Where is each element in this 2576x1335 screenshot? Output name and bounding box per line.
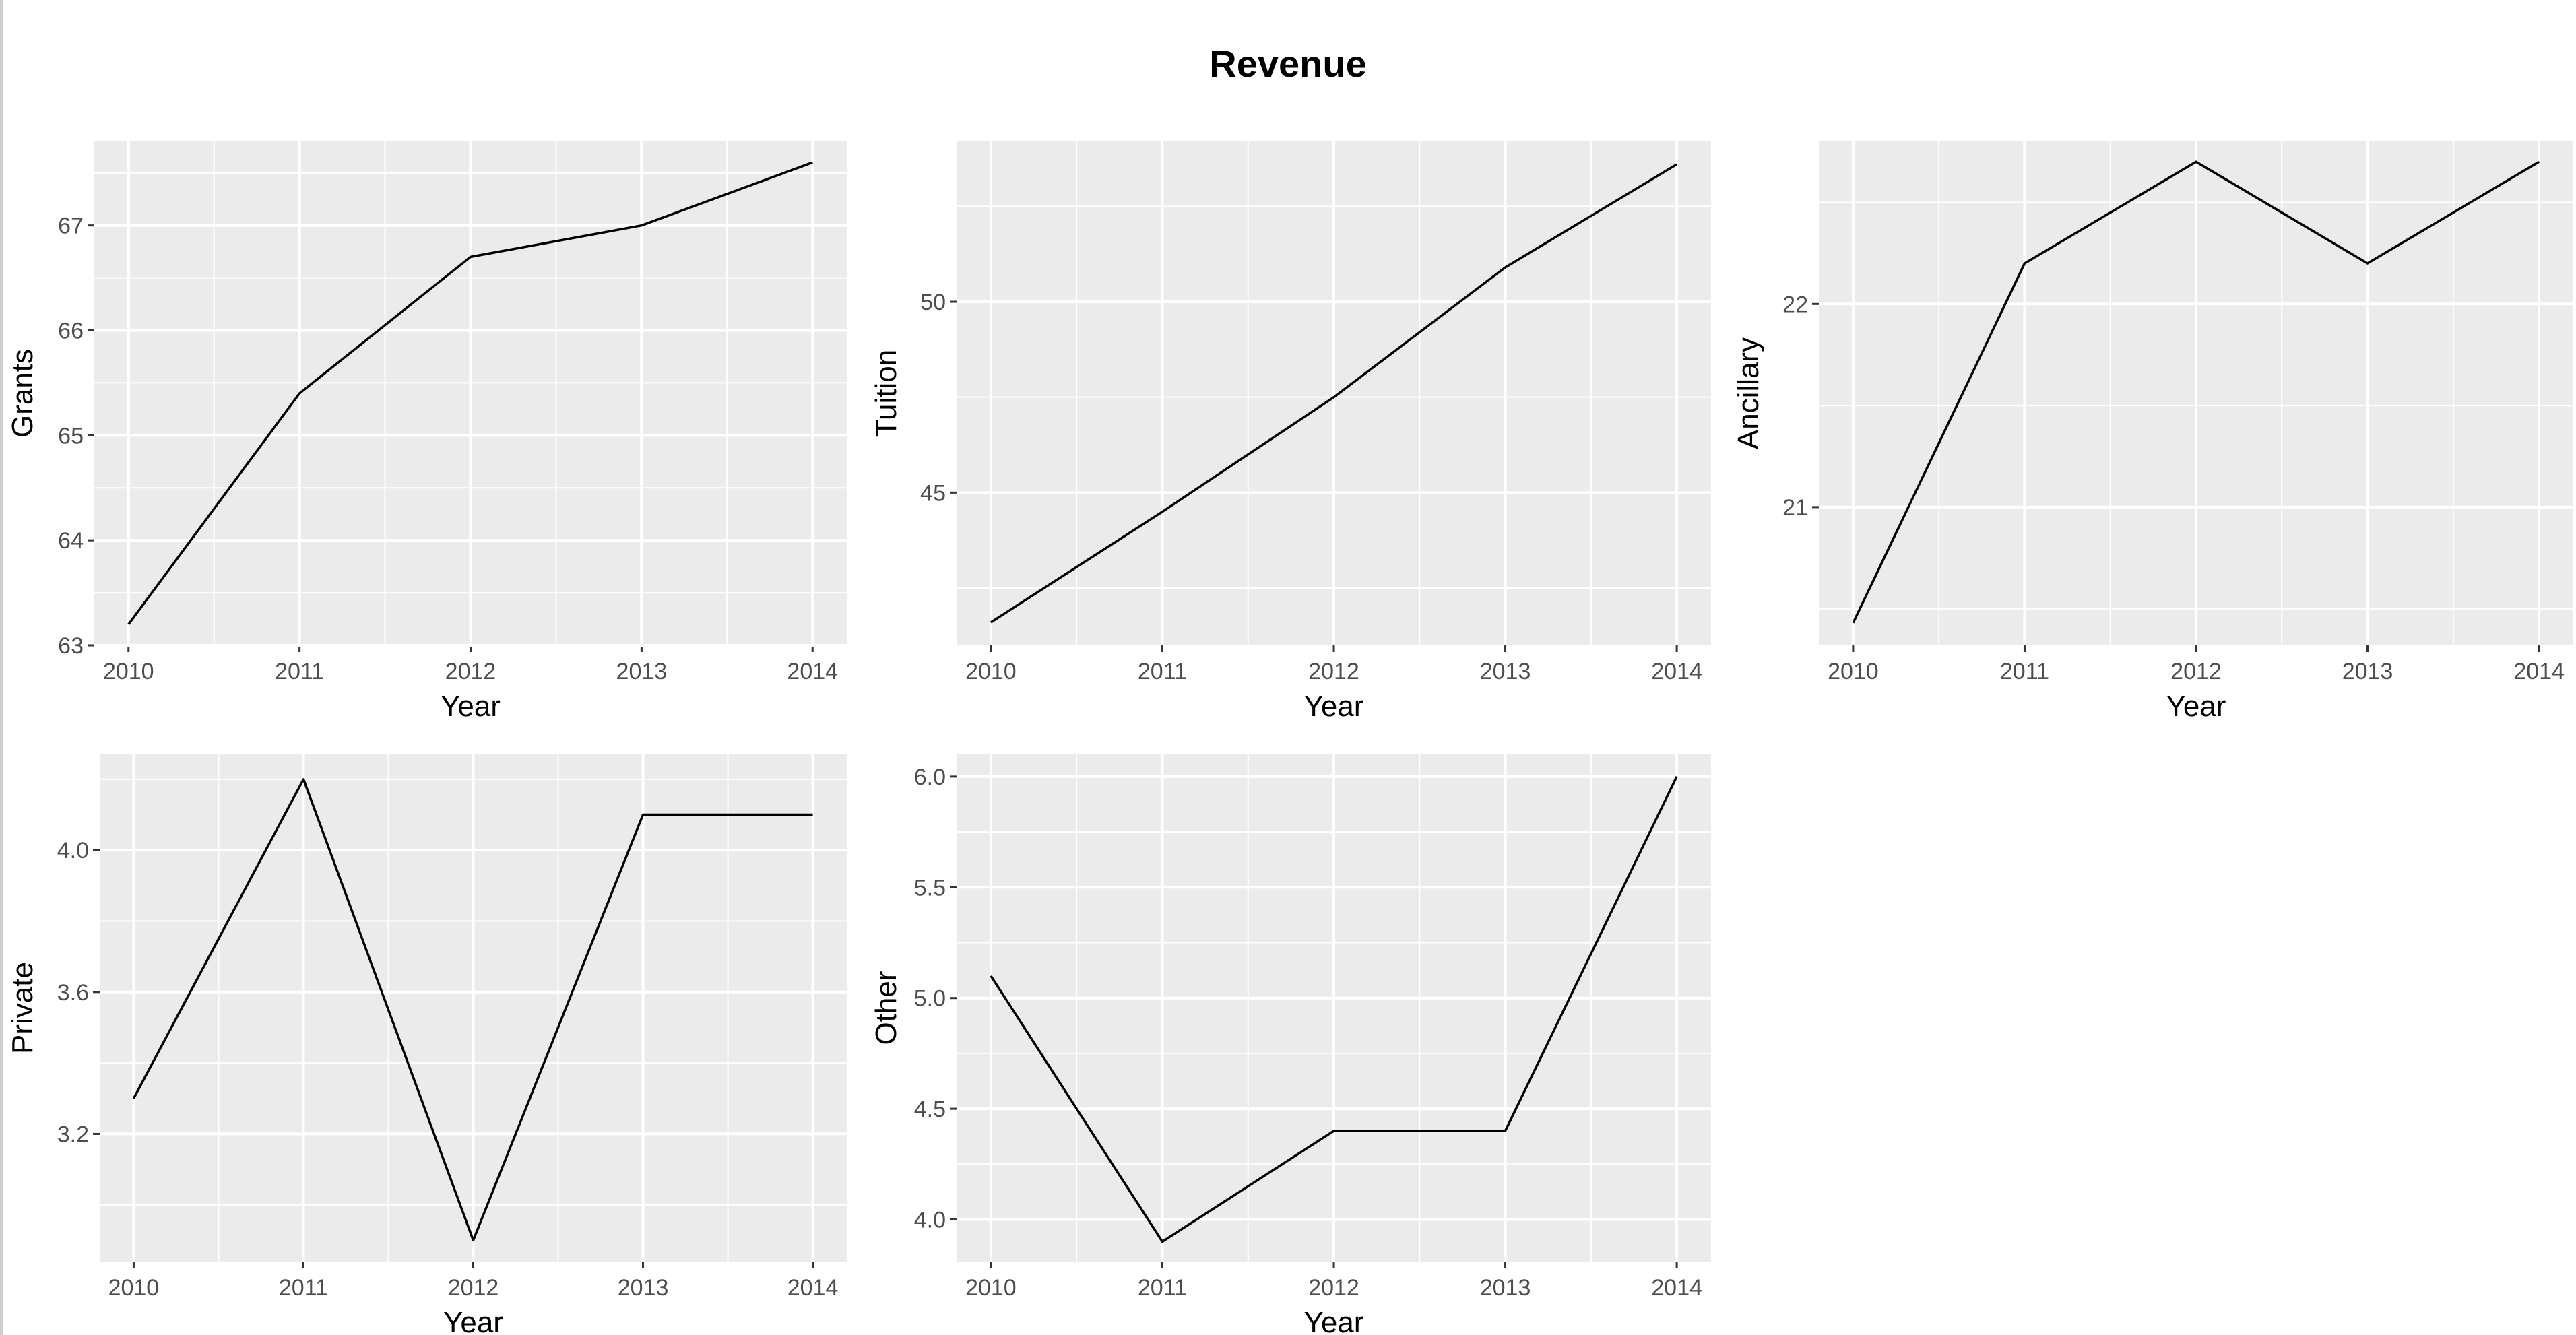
x-tick-label: 2012: [2170, 659, 2222, 684]
panel-1: 2010 2011 2012 2013 2014 63 64 65 66 67 Year Grants: [6, 141, 847, 723]
y-tick-label: 64: [58, 528, 84, 554]
y-tick-label: 65: [58, 423, 84, 449]
x-tick-label: 2014: [2513, 659, 2565, 684]
y-tick-label: 63: [58, 633, 84, 659]
x-tick-label: 2012: [1308, 659, 1359, 684]
y-tick-label: 67: [58, 214, 84, 239]
y-tick-label: 4.0: [914, 1208, 946, 1233]
x-tick-label: 2010: [965, 1275, 1017, 1301]
series-line-private: [132, 778, 813, 1242]
x-axis-title: Year: [441, 690, 501, 723]
x-tick-label: 2013: [618, 1275, 669, 1301]
x-tick-label: 2014: [787, 1275, 839, 1301]
y-tick-label: 3.2: [57, 1121, 89, 1147]
y-tick-label: 4.5: [914, 1097, 946, 1122]
x-tick-label: 2010: [965, 659, 1017, 684]
y-axis-title: Other: [870, 971, 903, 1045]
figure-title: Revenue: [1209, 42, 1367, 85]
x-tick-label: 2011: [2000, 659, 2049, 684]
y-axis-title: Ancillary: [1732, 337, 1765, 449]
y-axis-title: Private: [6, 962, 39, 1054]
panel-5: 2010 2011 2012 2013 2014 4.0 4.5 5.0 5.5 6.0 Year O…: [870, 754, 1711, 1335]
x-tick-label: 2011: [279, 1275, 328, 1301]
y-tick-label: 50: [920, 290, 946, 315]
x-axis-title: Year: [2166, 690, 2226, 723]
x-tick-label: 2013: [1480, 1275, 1531, 1301]
x-axis-title: Year: [443, 1306, 503, 1335]
x-tick-label: 2012: [445, 659, 496, 684]
y-tick-label: 3.6: [57, 980, 89, 1006]
x-axis-title: Year: [1304, 1306, 1364, 1335]
y-tick-label: 22: [1782, 292, 1808, 317]
y-tick-label: 21: [1782, 495, 1808, 521]
y-tick-label: 5.0: [914, 986, 946, 1012]
panel-2: 2010 2011 2012 2013 2014 45 50 Year Tuition: [870, 141, 1711, 723]
x-tick-label: 2010: [1828, 659, 1879, 684]
window-left-border: [0, 0, 3, 1335]
x-tick-label: 2013: [1480, 659, 1531, 684]
x-tick-label: 2014: [1651, 1275, 1702, 1301]
series-line-grants: [127, 161, 813, 625]
y-tick-label: 66: [58, 319, 84, 344]
x-tick-label: 2012: [1308, 1275, 1359, 1301]
series-line-other: [990, 776, 1678, 1243]
series-line-tuition: [990, 163, 1678, 624]
panel-3: 2010 2011 2012 2013 2014 21 22 Year Ancillary: [1732, 141, 2573, 723]
x-tick-label: 2013: [2342, 659, 2393, 684]
y-tick-label: 6.0: [914, 764, 946, 790]
y-tick-label: 45: [920, 480, 946, 506]
x-tick-label: 2011: [1138, 1275, 1187, 1301]
x-tick-label: 2011: [1138, 659, 1187, 684]
y-tick-label: 5.5: [914, 875, 946, 901]
x-tick-label: 2012: [448, 1275, 499, 1301]
x-tick-label: 2013: [616, 659, 668, 684]
x-tick-label: 2010: [108, 1275, 160, 1301]
x-tick-label: 2011: [275, 659, 324, 684]
y-axis-title: Grants: [6, 349, 39, 438]
panel-4: 2010 2011 2012 2013 2014 3.2 3.6 4.0 Year Private: [6, 754, 847, 1335]
y-tick-label: 4.0: [57, 838, 89, 864]
x-tick-label: 2014: [1651, 659, 1702, 684]
x-axis-title: Year: [1304, 690, 1364, 723]
y-axis-title: Tuition: [870, 350, 903, 437]
x-tick-label: 2010: [103, 659, 154, 684]
x-tick-label: 2014: [787, 659, 838, 684]
series-line-ancillary: [1852, 160, 2540, 624]
